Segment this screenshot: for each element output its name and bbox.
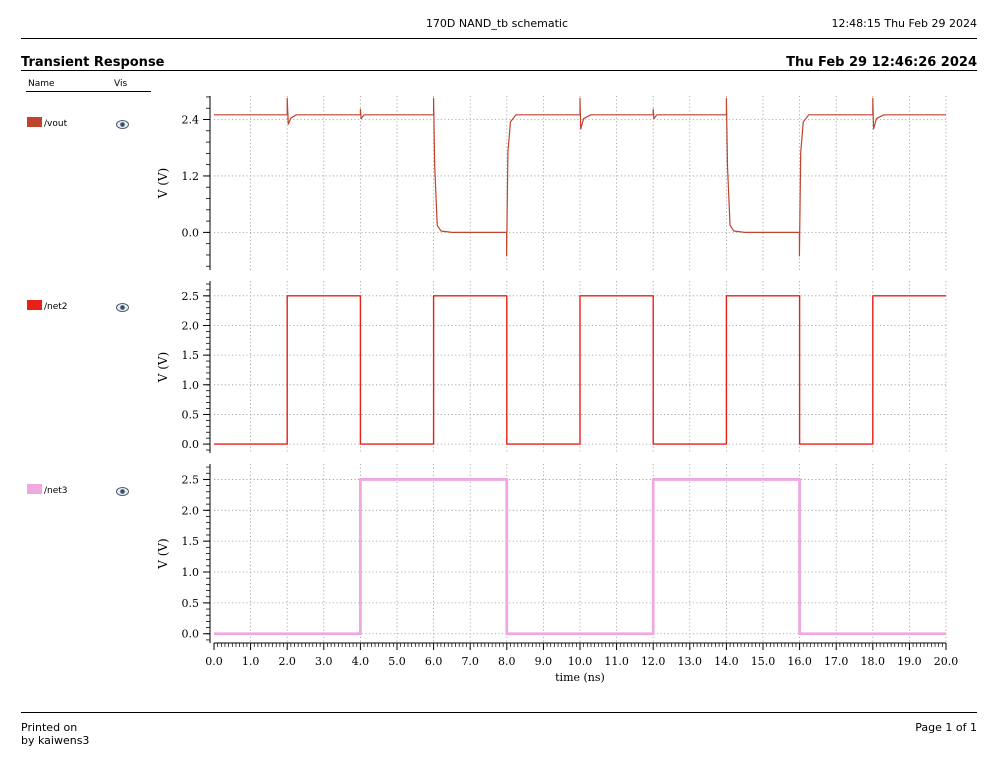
x-tick-label: 13.0 xyxy=(678,655,703,668)
legend-swatch-vout xyxy=(27,117,42,127)
waveform-plots[interactable]: 0.0 1.2 2.4 V (V) 0.0 0.5 1.0 1.5 2.0 2.5 V (V) 0.0… xyxy=(0,0,994,700)
legend-vis-header: Vis xyxy=(114,79,128,89)
window-title: 170D NAND_tb schematic xyxy=(425,17,569,30)
x-tick-label: 2.0 xyxy=(278,655,296,668)
y-tick-label: 0.5 xyxy=(182,408,200,421)
y-tick-label: 1.2 xyxy=(182,170,200,183)
section-divider xyxy=(21,70,977,71)
legend-label-net2: /net2 xyxy=(44,302,68,312)
series-line-vout xyxy=(214,97,946,257)
x-tick-label: 9.0 xyxy=(535,655,553,668)
x-tick-label: 1.0 xyxy=(242,655,260,668)
y-tick-label: 2.5 xyxy=(182,473,200,486)
x-tick-label: 8.0 xyxy=(498,655,516,668)
legend-label-net3: /net3 xyxy=(44,486,68,496)
x-tick-label: 19.0 xyxy=(897,655,922,668)
eye-icon[interactable] xyxy=(116,487,129,496)
x-tick-label: 17.0 xyxy=(824,655,849,668)
legend-name-header: Name xyxy=(28,79,55,89)
y-tick-label: 2.0 xyxy=(182,319,200,332)
x-tick-label: 20.0 xyxy=(934,655,959,668)
series-line-net3 xyxy=(214,478,946,636)
footer-divider xyxy=(21,712,977,713)
x-tick-label: 4.0 xyxy=(352,655,370,668)
y-tick-label: 1.5 xyxy=(182,535,200,548)
y-tick-label: 0.0 xyxy=(182,226,200,239)
legend-swatch-net2 xyxy=(27,300,42,310)
x-tick-label: 6.0 xyxy=(425,655,443,668)
y-tick-label: 1.0 xyxy=(182,379,200,392)
footer-page: Page 1 of 1 xyxy=(915,721,977,734)
x-axis-label: time (ns) xyxy=(555,671,605,684)
y-axis-label: V (V) xyxy=(156,352,170,384)
x-tick-label: 14.0 xyxy=(714,655,739,668)
header-timestamp: 12:48:15 Thu Feb 29 2024 xyxy=(831,17,977,30)
x-tick-label: 11.0 xyxy=(604,655,629,668)
y-tick-label: 0.5 xyxy=(182,597,200,610)
section-title: Transient Response xyxy=(21,55,165,70)
legend-header-divider xyxy=(26,91,151,92)
header-divider xyxy=(21,38,977,39)
y-tick-label: 2.0 xyxy=(182,504,200,517)
legend-label-vout: /vout xyxy=(44,119,68,129)
x-tick-label: 0.0 xyxy=(205,655,223,668)
x-tick-label: 5.0 xyxy=(388,655,406,668)
series-line-net2 xyxy=(214,295,946,445)
x-tick-label: 18.0 xyxy=(861,655,886,668)
footer-printed-on: Printed on xyxy=(21,721,78,734)
x-tick-label: 15.0 xyxy=(751,655,776,668)
section-date: Thu Feb 29 12:46:26 2024 xyxy=(786,55,977,70)
y-axis-label: V (V) xyxy=(156,168,170,200)
y-tick-label: 2.5 xyxy=(182,290,200,303)
x-tick-label: 7.0 xyxy=(461,655,479,668)
y-tick-label: 0.0 xyxy=(182,628,200,641)
y-tick-label: 1.0 xyxy=(182,566,200,579)
footer-user: by kaiwens3 xyxy=(21,734,90,747)
y-axis-label: V (V) xyxy=(156,538,170,570)
x-tick-label: 16.0 xyxy=(787,655,812,668)
x-tick-label: 10.0 xyxy=(568,655,593,668)
eye-icon[interactable] xyxy=(116,120,129,129)
legend-swatch-net3 xyxy=(27,484,42,494)
x-tick-label: 3.0 xyxy=(315,655,333,668)
footer-printed: Printed on by kaiwens3 xyxy=(21,721,89,747)
y-tick-label: 2.4 xyxy=(182,114,200,127)
x-tick-label: 12.0 xyxy=(641,655,666,668)
y-tick-label: 1.5 xyxy=(182,349,200,362)
y-tick-label: 0.0 xyxy=(182,438,200,451)
eye-icon[interactable] xyxy=(116,303,129,312)
